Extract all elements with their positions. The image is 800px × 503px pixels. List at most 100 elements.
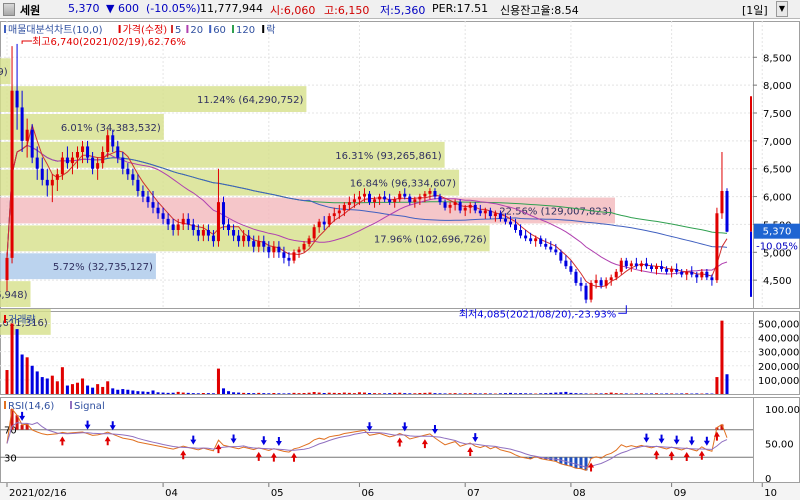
volume-bar (610, 393, 613, 394)
volume-tick-label: 100,000 (758, 376, 799, 387)
volume-bar (454, 393, 457, 394)
volume-bar (66, 386, 69, 394)
candle-body (569, 266, 572, 272)
candle-body (620, 261, 623, 272)
candle-body (86, 146, 89, 157)
rsi-tick-label: 50.00 (765, 440, 794, 451)
volume-bar (146, 392, 149, 394)
volume-bar (438, 393, 441, 394)
candle-body (685, 272, 688, 275)
candle-body (418, 197, 421, 200)
candle-body (383, 197, 386, 200)
date-tick-label: 2021/02/16 (9, 488, 67, 499)
candle-body (333, 213, 336, 216)
price-legend-item: 가격(수정) (123, 23, 168, 36)
candle-body (66, 158, 69, 164)
candle-body (222, 202, 225, 224)
volume-bar (202, 393, 205, 394)
period-down-icon[interactable]: ▼ (776, 1, 788, 17)
volume-bar (81, 378, 84, 394)
volume-bar (408, 393, 411, 394)
candle-body (247, 236, 250, 242)
stock-name[interactable]: 세원 (20, 2, 40, 18)
volume-bar (620, 393, 623, 394)
candle-body (474, 205, 477, 211)
candle-body (126, 169, 129, 175)
candle-body (363, 194, 366, 197)
candle-body (595, 280, 598, 283)
candle-body (298, 250, 301, 253)
candle-body (202, 230, 205, 236)
candle-body (695, 275, 698, 278)
candle-body (710, 277, 713, 280)
volume-profile-label: 5.72% (32,735,127) (53, 262, 153, 273)
volume-bar (670, 393, 673, 394)
volume-bar (51, 376, 54, 394)
candle-body (157, 208, 160, 214)
candle-body (499, 213, 502, 219)
volume-bar (464, 393, 467, 394)
low-price: 저:5,360 (380, 2, 425, 18)
candle-body (428, 191, 431, 194)
stock-chart[interactable]: 4,5005,0005,5006,0006,5007,0007,5008,000… (0, 19, 800, 500)
volume-bar (207, 393, 210, 394)
volume-bar (318, 393, 321, 394)
volume-bar (287, 393, 290, 394)
candle-body (232, 230, 235, 236)
volume-bar (489, 393, 492, 394)
candle-body (177, 224, 180, 230)
candle-body (76, 152, 79, 158)
volume-bar (373, 393, 376, 394)
candle-body (585, 286, 588, 300)
volume-bar (574, 393, 577, 394)
volume-bar (504, 393, 507, 394)
candle-body (610, 277, 613, 280)
candle-body (323, 222, 326, 225)
candle-body (167, 219, 170, 225)
price-tick-label: 7,500 (763, 109, 792, 120)
current-price: 5,370 (68, 2, 100, 15)
volume-bar (524, 393, 527, 394)
candle-body (197, 230, 200, 236)
volume-bar (705, 393, 708, 394)
candle-body (292, 252, 295, 260)
volume-bar (725, 374, 728, 394)
volume-bar (71, 384, 74, 394)
candle-body (549, 247, 552, 250)
volume-bar (640, 393, 643, 394)
candle-body (51, 180, 54, 186)
candle-body (303, 244, 306, 250)
candle-body (313, 227, 316, 238)
volume-bar (292, 393, 295, 394)
candle-body (519, 230, 522, 236)
volume-bar (217, 369, 220, 394)
volume-bar (579, 393, 582, 394)
legend-swatch (70, 401, 72, 409)
volume-bar (101, 387, 104, 394)
volume-bar (182, 393, 185, 394)
date-tick-label: 08 (573, 488, 586, 499)
legend-swatch (4, 25, 6, 33)
candle-body (388, 199, 391, 202)
candle-body (423, 194, 426, 197)
price-legend-item: 60 (213, 25, 226, 36)
candle-body (146, 197, 149, 203)
volume-bar (403, 393, 406, 394)
volume-bar (469, 393, 472, 394)
candle-body (277, 247, 280, 253)
volume-bar (625, 393, 628, 394)
volume-bar (514, 393, 517, 394)
price-tick-label: 6,000 (763, 193, 792, 204)
period-selector[interactable]: [1일] (742, 2, 768, 18)
volume-bar (720, 321, 723, 394)
candle-body (101, 152, 104, 163)
open-price: 시:6,060 (270, 2, 315, 18)
drag-handle-icon[interactable] (3, 3, 15, 16)
candle-body (615, 272, 618, 278)
chart-area[interactable]: 4,5005,0005,5006,0006,5007,0007,5008,000… (0, 19, 800, 500)
volume-bar (363, 393, 366, 394)
candle-body (665, 269, 668, 272)
volume-bar (323, 393, 326, 394)
candle-body (272, 247, 275, 253)
candle-body (680, 272, 683, 275)
